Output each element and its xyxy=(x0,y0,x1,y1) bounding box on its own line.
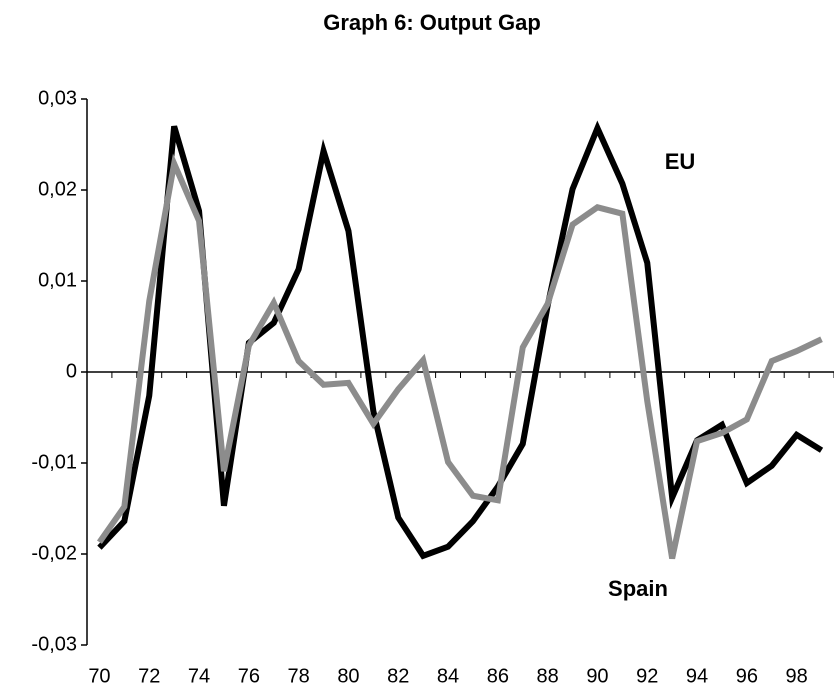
y-tick-label: -0,03 xyxy=(31,633,77,655)
y-tick-label: 0,02 xyxy=(38,178,77,200)
x-tick-label: 78 xyxy=(288,665,310,687)
y-tick-label: -0,01 xyxy=(31,451,77,473)
x-tick-label: 74 xyxy=(188,665,210,687)
line-series xyxy=(96,153,823,560)
x-tick-label: 70 xyxy=(88,665,110,687)
x-tick-label: 82 xyxy=(387,665,409,687)
annotation: Spain xyxy=(608,576,668,601)
y-tick-label: 0,01 xyxy=(38,269,77,291)
x-tick-label: 80 xyxy=(337,665,359,687)
y-tick-label: -0,02 xyxy=(31,542,77,564)
x-tick-label: 92 xyxy=(636,665,658,687)
x-tick-label: 86 xyxy=(487,665,509,687)
x-tick-label: 98 xyxy=(786,665,808,687)
y-tick-label: 0 xyxy=(66,360,77,382)
x-tick-label: 88 xyxy=(537,665,559,687)
annotation: EU xyxy=(665,149,696,174)
x-tick-label: 90 xyxy=(586,665,608,687)
x-tick-label: 76 xyxy=(238,665,260,687)
chart-title: Graph 6: Output Gap xyxy=(323,10,541,35)
x-tick-label: 72 xyxy=(138,665,160,687)
x-tick-label: 96 xyxy=(736,665,758,687)
x-tick-label: 84 xyxy=(437,665,459,687)
line-series xyxy=(97,120,824,560)
x-tick-label: 94 xyxy=(686,665,708,687)
y-tick-label: 0,03 xyxy=(38,87,77,109)
